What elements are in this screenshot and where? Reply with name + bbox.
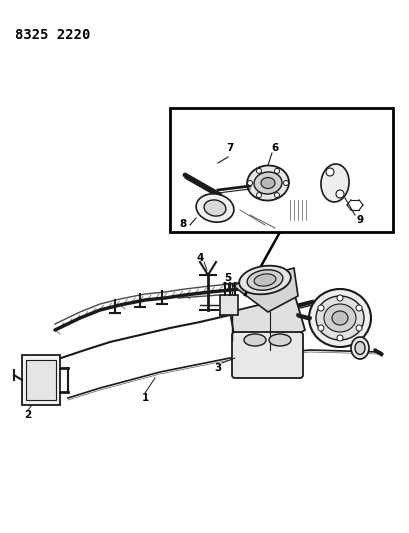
Circle shape	[335, 190, 343, 198]
Ellipse shape	[320, 164, 348, 202]
Ellipse shape	[350, 337, 368, 359]
Text: 8325 2220: 8325 2220	[15, 28, 90, 42]
Circle shape	[355, 305, 361, 311]
Ellipse shape	[247, 270, 282, 290]
Circle shape	[283, 181, 288, 185]
Ellipse shape	[246, 165, 288, 200]
Circle shape	[274, 168, 279, 173]
Ellipse shape	[308, 289, 370, 347]
Ellipse shape	[204, 200, 225, 216]
Ellipse shape	[331, 311, 347, 325]
Circle shape	[274, 192, 279, 198]
Polygon shape	[229, 296, 304, 350]
Text: 8: 8	[179, 219, 186, 229]
Circle shape	[336, 335, 342, 341]
Text: 7: 7	[226, 143, 233, 153]
Circle shape	[355, 325, 361, 331]
Text: 5: 5	[224, 273, 231, 283]
Polygon shape	[231, 268, 297, 312]
Bar	[170, 108, 392, 232]
Ellipse shape	[254, 274, 275, 286]
Ellipse shape	[196, 194, 233, 222]
Circle shape	[256, 168, 261, 173]
Ellipse shape	[354, 342, 364, 354]
Ellipse shape	[254, 172, 281, 194]
Bar	[22, 355, 60, 405]
Text: 9: 9	[355, 215, 363, 225]
Text: 6: 6	[271, 143, 278, 153]
Ellipse shape	[238, 265, 290, 294]
Text: 2: 2	[24, 410, 31, 420]
Text: 3: 3	[214, 363, 221, 373]
Circle shape	[247, 181, 252, 185]
Text: 1: 1	[141, 393, 148, 403]
Ellipse shape	[243, 334, 265, 346]
Ellipse shape	[315, 296, 363, 340]
Ellipse shape	[261, 177, 274, 189]
Bar	[26, 360, 56, 400]
Text: 4: 4	[196, 253, 203, 263]
Circle shape	[325, 168, 333, 176]
FancyBboxPatch shape	[231, 332, 302, 378]
Ellipse shape	[268, 334, 290, 346]
Ellipse shape	[323, 304, 355, 332]
Circle shape	[336, 295, 342, 301]
Circle shape	[317, 305, 323, 311]
Circle shape	[256, 192, 261, 198]
Bar	[220, 295, 237, 315]
Circle shape	[317, 325, 323, 331]
